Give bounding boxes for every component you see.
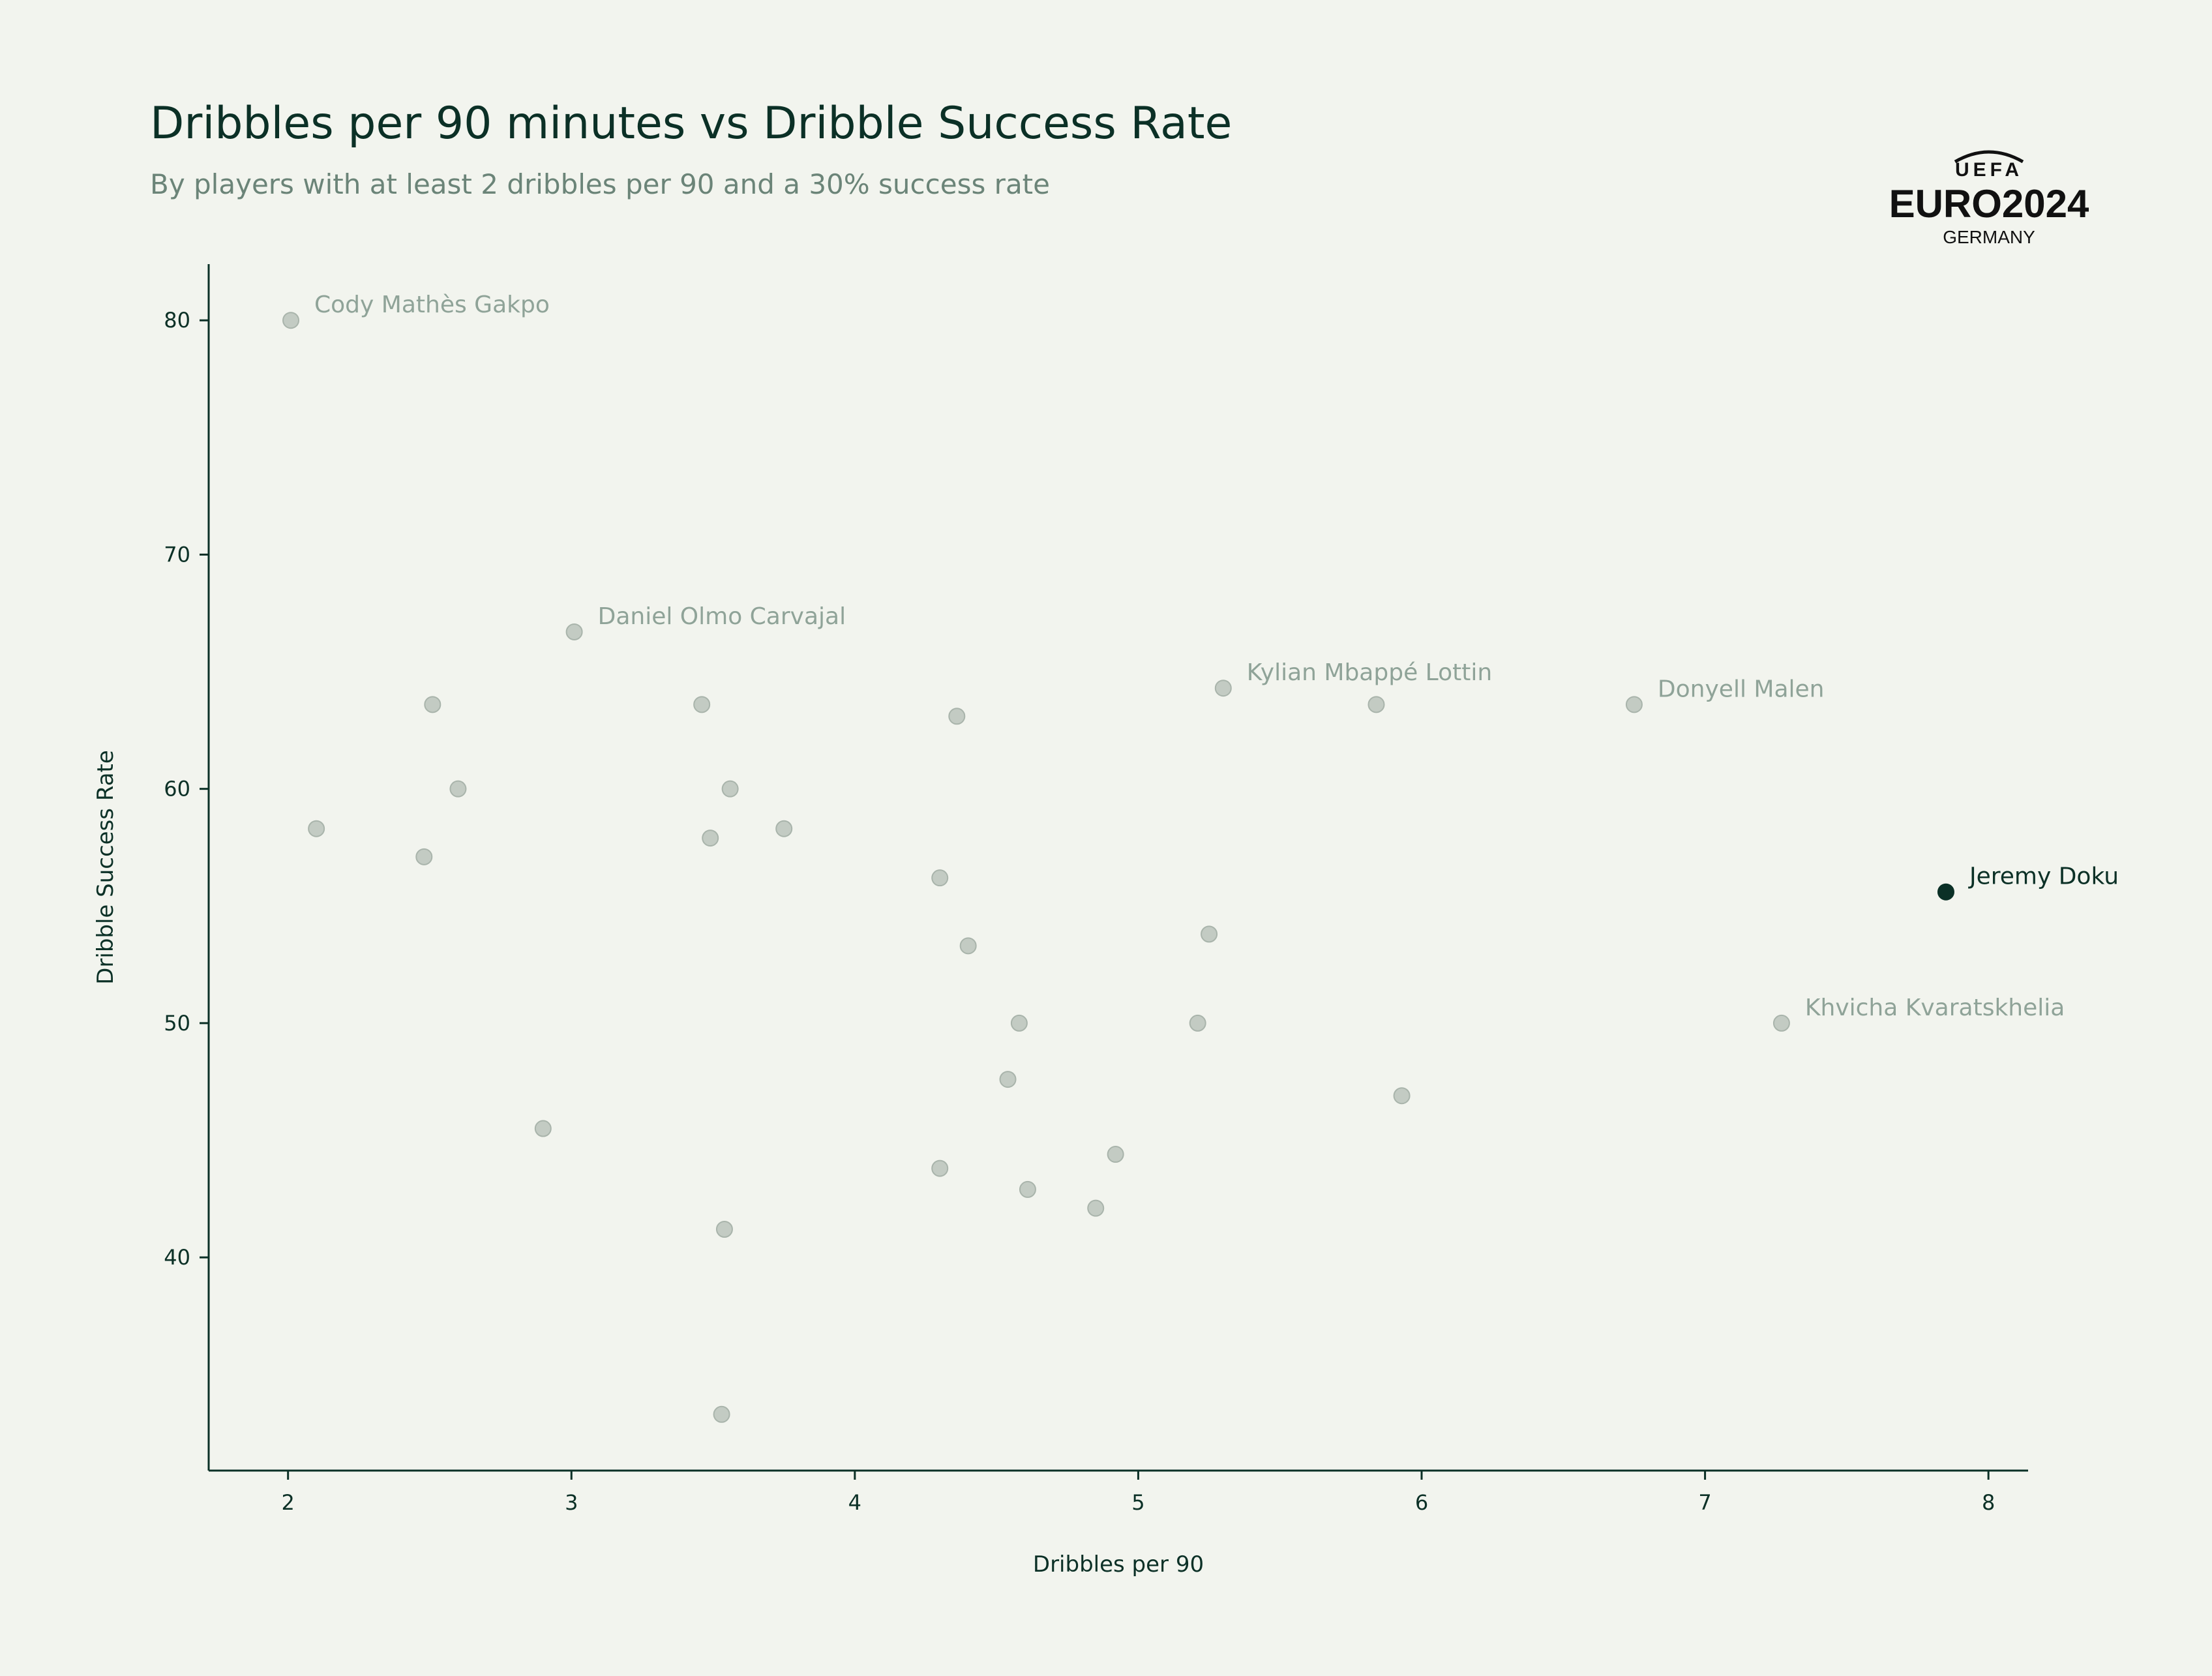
highlighted-data-point xyxy=(1937,883,1954,901)
chart-subtitle: By players with at least 2 dribbles per … xyxy=(150,168,1050,200)
data-point xyxy=(282,312,300,329)
y-tick-label: 60 xyxy=(164,777,190,801)
point-label: Jeremy Doku xyxy=(1968,863,2119,890)
data-point xyxy=(1214,680,1232,697)
x-tick-label: 4 xyxy=(848,1490,861,1515)
point-label: Donyell Malen xyxy=(1658,676,1825,702)
point-label: Daniel Olmo Carvajal xyxy=(598,603,846,630)
data-point xyxy=(721,780,739,798)
logo-sub-text: GERMANY xyxy=(1943,227,2035,247)
data-point xyxy=(424,696,441,713)
x-ticks: 2 3 4 5 6 7 8 xyxy=(282,1471,1995,1515)
data-point xyxy=(959,937,977,955)
data-point xyxy=(713,1405,730,1423)
x-tick-label: 8 xyxy=(1982,1490,1995,1515)
data-point xyxy=(1107,1146,1124,1163)
x-tick-label: 7 xyxy=(1698,1490,1711,1515)
data-point xyxy=(1368,696,1385,713)
data-point xyxy=(931,869,949,887)
chart-title: Dribbles per 90 minutes vs Dribble Succe… xyxy=(150,98,1233,149)
logo-arc xyxy=(1954,150,2024,164)
logo-main-text: EURO2024 xyxy=(1889,182,2089,226)
data-point xyxy=(449,780,467,798)
y-ticks: 40 50 60 70 80 xyxy=(164,308,209,1270)
data-point xyxy=(534,1120,552,1137)
logo-top-text: UEFA xyxy=(1955,159,2023,181)
data-point xyxy=(948,708,966,725)
data-point xyxy=(1772,1014,1790,1032)
data-point xyxy=(715,1221,733,1238)
data-point xyxy=(931,1160,949,1177)
x-axis-label: Dribbles per 90 xyxy=(1033,1551,1204,1578)
data-point xyxy=(1201,925,1218,943)
data-point xyxy=(775,820,793,837)
data-point xyxy=(308,820,325,837)
data-point xyxy=(565,623,583,640)
x-tick-label: 2 xyxy=(282,1490,295,1515)
data-points xyxy=(282,312,1954,1423)
data-point xyxy=(1625,696,1643,713)
data-point xyxy=(1087,1199,1105,1217)
data-point xyxy=(1189,1014,1206,1032)
x-tick-label: 5 xyxy=(1131,1490,1144,1515)
data-point xyxy=(1010,1014,1028,1032)
x-tick-label: 6 xyxy=(1415,1490,1428,1515)
data-point xyxy=(702,830,719,847)
y-axis-label: Dribble Success Rate xyxy=(93,750,119,985)
data-point xyxy=(693,696,711,713)
data-point xyxy=(1019,1180,1036,1198)
point-label: Khvicha Kvaratskhelia xyxy=(1805,995,2065,1021)
y-tick-label: 50 xyxy=(164,1011,190,1036)
x-tick-label: 3 xyxy=(565,1490,578,1515)
data-point xyxy=(415,848,433,865)
y-tick-label: 70 xyxy=(164,542,190,567)
y-tick-label: 80 xyxy=(164,308,190,333)
point-labels: Cody Mathès Gakpo Daniel Olmo Carvajal Kyl… xyxy=(314,292,2119,1021)
data-point xyxy=(1393,1087,1411,1105)
point-label: Kylian Mbappé Lottin xyxy=(1247,659,1492,686)
data-point xyxy=(999,1071,1017,1088)
euro2024-logo: UEFA EURO2024 GERMANY xyxy=(1889,150,2089,247)
y-tick-label: 40 xyxy=(164,1245,190,1270)
point-label: Cody Mathès Gakpo xyxy=(314,292,550,318)
